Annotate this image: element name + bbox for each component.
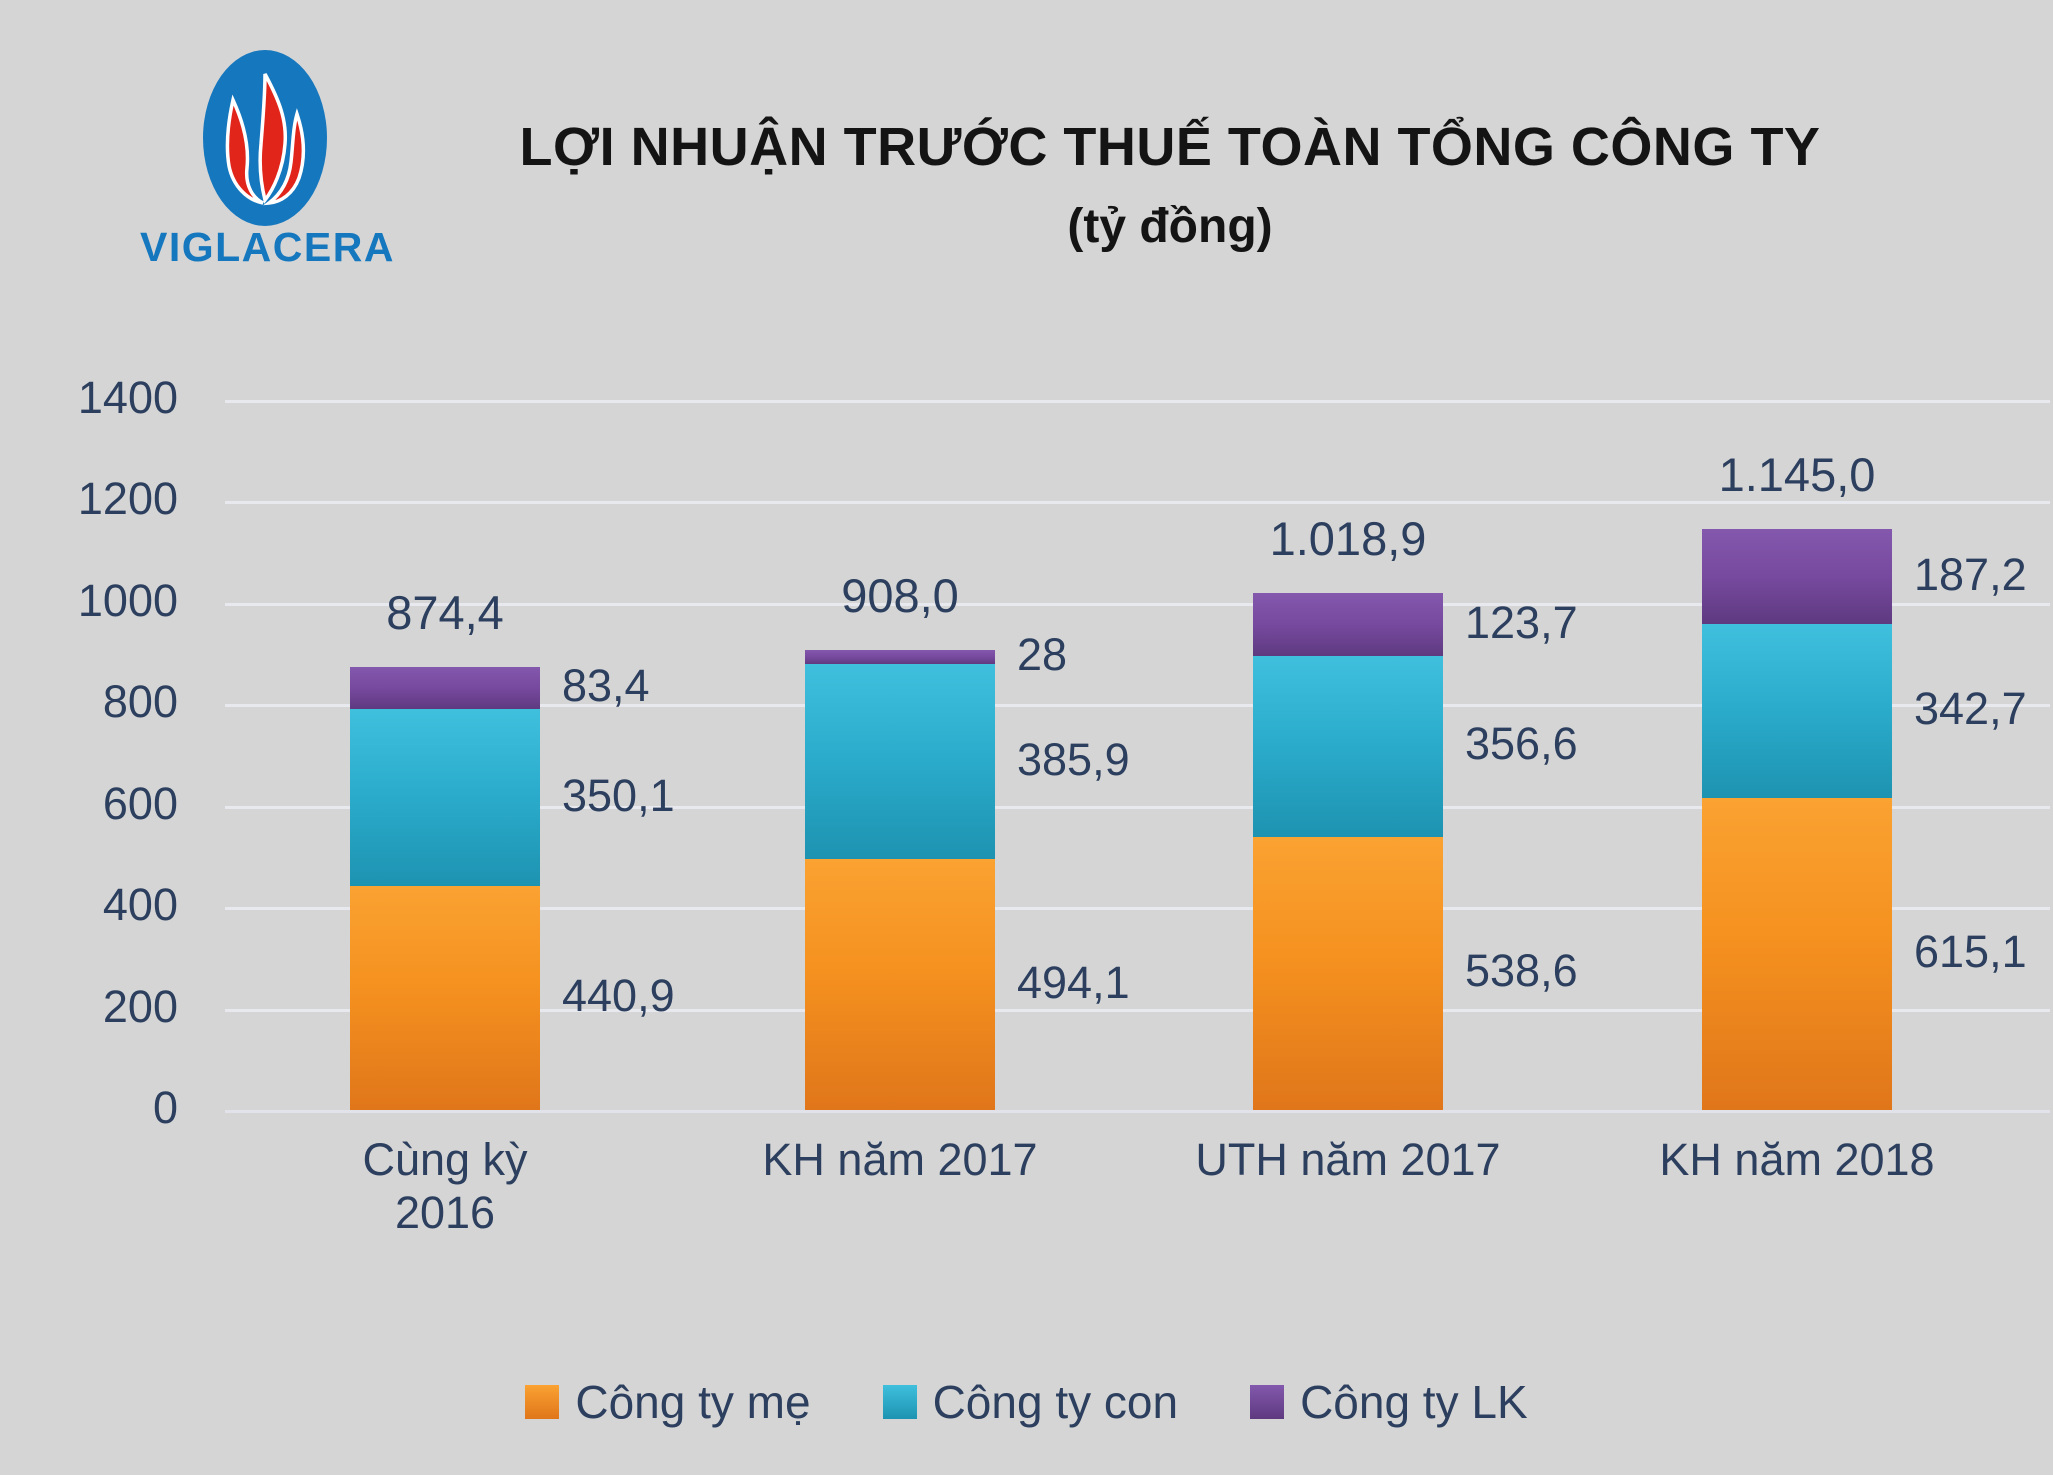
brand-logo: VIGLACERA	[140, 48, 395, 271]
legend-item[interactable]: Công ty con	[882, 1375, 1179, 1429]
bar-segment-subsidiary	[350, 708, 540, 887]
brand-wordmark: VIGLACERA	[140, 224, 395, 270]
segment-value-label: 440,9	[562, 970, 675, 1022]
bar-total-label: 1.018,9	[1269, 512, 1427, 566]
bar-segment-parent	[805, 859, 995, 1110]
x-axis-label-line: Cùng kỳ	[362, 1134, 528, 1185]
bar-segment-subsidiary	[1702, 624, 1892, 799]
gridline	[225, 1110, 2050, 1113]
y-axis-tick-label: 400	[102, 879, 178, 931]
segment-value-label: 123,7	[1465, 596, 1578, 648]
bar-segment-associate	[1702, 529, 1892, 625]
chart-title: LỢI NHUẬN TRƯỚC THUẾ TOÀN TỔNG CÔNG TY	[519, 117, 1821, 177]
bar-segment-subsidiary	[805, 663, 995, 860]
bar-group	[805, 649, 995, 1110]
bar-segment-parent	[1253, 836, 1443, 1110]
x-axis-label-line: KH năm 2018	[1659, 1134, 1935, 1185]
x-axis-category-label: UTH năm 2017	[1168, 1133, 1528, 1186]
y-axis-tick-label: 800	[102, 676, 178, 728]
legend-swatch-icon	[882, 1385, 917, 1419]
legend-label: Công ty mẹ	[575, 1376, 811, 1428]
segment-value-label: 494,1	[1017, 956, 1130, 1008]
bar-segment-associate	[1253, 593, 1443, 657]
gridline	[225, 1008, 2050, 1012]
x-axis-label-line: KH năm 2017	[762, 1134, 1038, 1185]
x-axis-category-label: Cùng kỳ 2016	[265, 1133, 625, 1239]
legend-swatch-icon	[525, 1385, 560, 1419]
segment-value-label: 615,1	[1914, 926, 2027, 978]
gridline	[225, 501, 2050, 505]
gridline	[225, 602, 2050, 606]
bar-group	[1253, 593, 1443, 1110]
legend-label: Công ty con	[932, 1376, 1179, 1428]
x-axis-label-line: UTH năm 2017	[1195, 1134, 1501, 1185]
y-axis-tick-label: 200	[102, 980, 178, 1032]
bar-total-label: 1.145,0	[1718, 448, 1876, 502]
y-axis-tick-label: 1200	[77, 473, 178, 525]
legend-item[interactable]: Công ty LK	[1250, 1375, 1528, 1429]
bar-segment-parent	[1702, 798, 1892, 1110]
y-axis-tick-label: 1400	[77, 372, 178, 423]
gridline	[225, 400, 2050, 403]
bar-segment-associate	[805, 649, 995, 664]
segment-value-label: 356,6	[1465, 718, 1578, 770]
bar-total-label: 908,0	[841, 568, 959, 622]
x-axis-label-line: 2016	[394, 1187, 496, 1239]
legend-label: Công ty LK	[1300, 1376, 1528, 1428]
chart-header: VIGLACERA LỢI NHUẬN TRƯỚC THUẾ TOÀN TỔNG…	[0, 0, 2053, 300]
legend-item[interactable]: Công ty mẹ	[525, 1375, 811, 1429]
y-axis-tick-label: 1000	[77, 574, 178, 626]
bar-segment-associate	[350, 666, 540, 709]
chart-legend: Công ty mẹ Công ty con Công ty LK	[0, 1375, 2053, 1429]
segment-value-label: 342,7	[1914, 683, 2027, 735]
gridline	[225, 704, 2050, 708]
y-axis-tick-label: 600	[102, 777, 178, 829]
segment-value-label: 28	[1017, 628, 1068, 680]
segment-value-label: 350,1	[562, 769, 675, 821]
bar-segment-parent	[350, 886, 540, 1110]
chart-subtitle: (tỷ đồng)	[1067, 200, 1273, 254]
legend-swatch-icon	[1250, 1385, 1285, 1419]
title-block: LỢI NHUẬN TRƯỚC THUẾ TOÀN TỔNG CÔNG TY (…	[430, 117, 1910, 254]
bar-segment-subsidiary	[1253, 656, 1443, 837]
viglacera-flame-logo-icon	[203, 50, 327, 226]
bar-total-label: 874,4	[386, 585, 504, 639]
x-axis-category-label: KH năm 2017	[720, 1133, 1080, 1186]
x-axis-category-label: KH năm 2018	[1617, 1133, 1977, 1186]
segment-value-label: 385,9	[1017, 733, 1130, 785]
gridline	[225, 907, 2050, 911]
y-axis-tick-label: 0	[152, 1082, 178, 1133]
segment-value-label: 83,4	[562, 659, 650, 711]
gridline	[225, 805, 2050, 809]
segment-value-label: 538,6	[1465, 945, 1578, 997]
bar-group	[1702, 529, 1892, 1110]
segment-value-label: 187,2	[1914, 548, 2027, 600]
bar-group	[350, 666, 540, 1110]
